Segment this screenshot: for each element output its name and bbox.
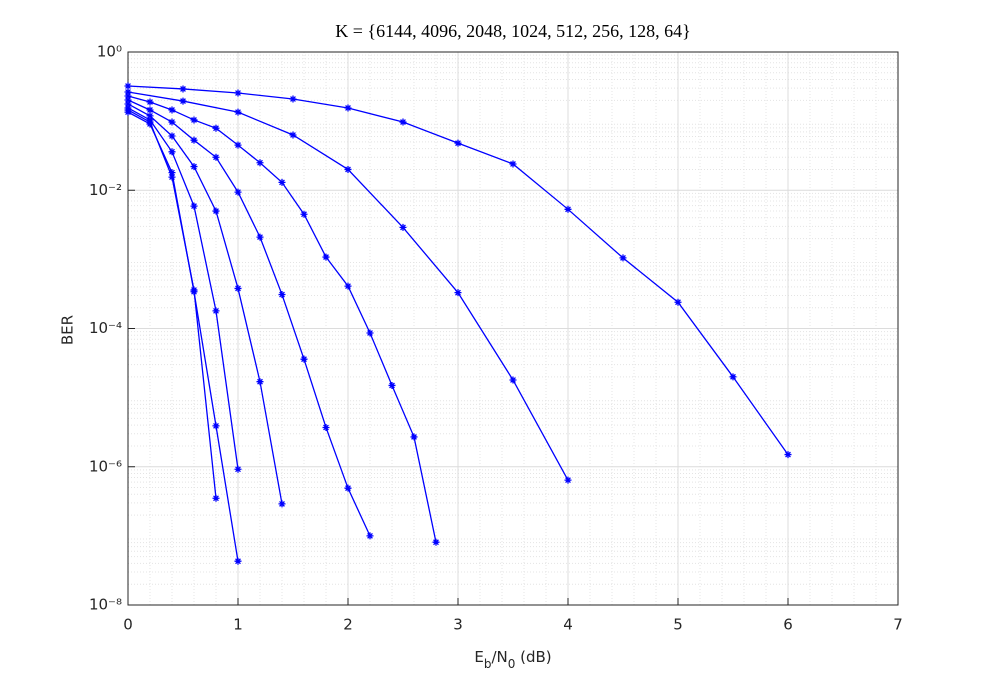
marker (146, 118, 154, 126)
marker (190, 116, 198, 124)
marker (509, 160, 517, 168)
marker (146, 98, 154, 106)
marker (322, 253, 330, 261)
marker (344, 282, 352, 290)
x-tick-label: 0 (123, 616, 133, 634)
marker (256, 159, 264, 167)
marker (784, 451, 792, 459)
marker (399, 118, 407, 126)
marker (179, 85, 187, 93)
marker (300, 355, 308, 363)
y-tick-label: 10⁻² (89, 181, 122, 199)
marker (410, 433, 418, 441)
marker (190, 136, 198, 144)
marker (344, 165, 352, 173)
x-tick-label: 4 (563, 616, 573, 634)
marker (190, 202, 198, 210)
series (124, 82, 792, 459)
marker (168, 173, 176, 181)
marker (179, 97, 187, 105)
marker (729, 373, 737, 381)
marker (278, 291, 286, 299)
marker (212, 124, 220, 132)
marker (124, 100, 132, 108)
marker (454, 289, 462, 297)
marker (234, 465, 242, 473)
y-tick-label: 10⁰ (97, 43, 122, 61)
series (124, 96, 374, 540)
marker (344, 104, 352, 112)
marker (190, 286, 198, 294)
marker (278, 178, 286, 186)
x-tick-label: 6 (783, 616, 793, 634)
marker (146, 106, 154, 114)
y-tick-label: 10⁻⁶ (89, 457, 122, 475)
marker (234, 141, 242, 149)
x-tick-label: 7 (893, 616, 903, 634)
y-tick-label: 10⁻⁴ (89, 319, 122, 337)
marker (190, 163, 198, 171)
series (124, 106, 220, 502)
marker (256, 378, 264, 386)
marker (344, 484, 352, 492)
marker (366, 329, 374, 337)
x-tick-label: 1 (233, 616, 243, 634)
marker (212, 307, 220, 315)
marker (168, 118, 176, 126)
series (124, 92, 440, 546)
marker (212, 153, 220, 161)
marker (454, 139, 462, 147)
marker (619, 254, 627, 262)
marker (168, 148, 176, 156)
marker (234, 89, 242, 97)
marker (168, 132, 176, 140)
marker (564, 476, 572, 484)
marker (234, 557, 242, 565)
marker (124, 106, 132, 114)
x-tick-label: 3 (453, 616, 463, 634)
marker (388, 381, 396, 389)
marker (234, 188, 242, 196)
series (124, 100, 286, 508)
marker (146, 112, 154, 120)
series-line (127, 103, 283, 505)
marker (289, 131, 297, 139)
marker (289, 95, 297, 103)
marker (212, 422, 220, 430)
marker (564, 205, 572, 213)
marker (278, 500, 286, 508)
marker (399, 223, 407, 231)
marker (674, 298, 682, 306)
y-axis-label: BER (59, 315, 77, 345)
series (124, 88, 572, 484)
marker (300, 210, 308, 218)
marker (124, 96, 132, 104)
marker (234, 284, 242, 292)
x-tick-label: 5 (673, 616, 683, 634)
axes-box (127, 51, 899, 606)
x-tick-label: 2 (343, 616, 353, 634)
marker (234, 108, 242, 116)
x-axis-label: Eb/N0 (dB) (474, 648, 551, 671)
marker (168, 106, 176, 114)
chart-title: K = {6144, 4096, 2048, 1024, 512, 256, 1… (335, 21, 690, 41)
marker (124, 82, 132, 90)
marker (322, 423, 330, 431)
series-line (127, 99, 371, 537)
marker (212, 494, 220, 502)
marker (432, 538, 440, 546)
marker (256, 233, 264, 241)
series-line (127, 107, 239, 470)
marker (124, 88, 132, 96)
marker (168, 169, 176, 177)
y-tick-label: 10⁻⁸ (89, 596, 122, 614)
marker (509, 376, 517, 384)
marker (212, 207, 220, 215)
marker (366, 532, 374, 540)
marker (124, 92, 132, 100)
